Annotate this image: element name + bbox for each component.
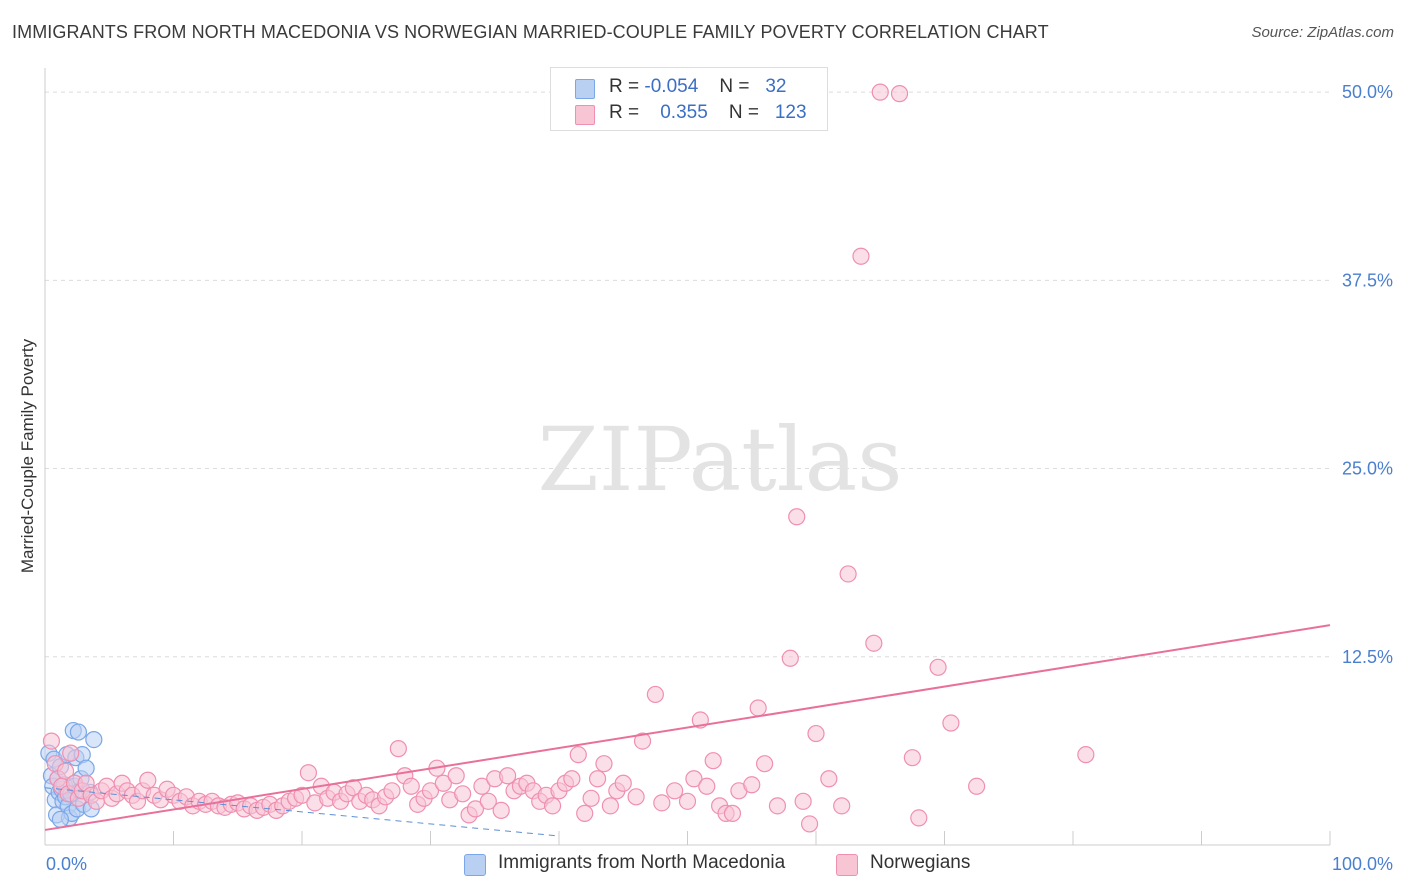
watermark: ZIPatlas bbox=[538, 408, 903, 511]
norwegians-point-119 bbox=[833, 797, 851, 815]
norwegians-point-93 bbox=[595, 755, 613, 773]
norwegians-point-128 bbox=[942, 714, 960, 732]
norwegians-point-66 bbox=[421, 782, 440, 800]
series-swatch-blue bbox=[464, 854, 486, 876]
norwegians-point-99 bbox=[646, 685, 664, 704]
norwegians-point-75 bbox=[479, 792, 497, 810]
norwegians-point-126 bbox=[910, 809, 928, 827]
correlation-legend: R = -0.054 N = 32 R = 0.355 N = 123 bbox=[550, 67, 828, 131]
legend-n-value: 123 bbox=[774, 102, 807, 123]
y-tick-label-2: 37.5% bbox=[1342, 270, 1393, 290]
norwegians-point-85 bbox=[543, 797, 562, 815]
norwegians-point-125 bbox=[903, 749, 921, 767]
y-tick-label-3: 50.0% bbox=[1342, 82, 1393, 102]
norwegians-point-121 bbox=[852, 247, 870, 265]
legend-swatch-blue bbox=[575, 79, 595, 99]
norwegians-point-71 bbox=[454, 785, 472, 803]
norwegians-point-63 bbox=[402, 777, 420, 795]
norwegians-point-127 bbox=[929, 658, 947, 676]
macedonia-point-29 bbox=[85, 730, 103, 749]
norwegians-point-111 bbox=[749, 699, 767, 717]
norwegians-point-91 bbox=[582, 789, 600, 807]
y-tick-label-0: 12.5% bbox=[1342, 647, 1393, 667]
legend-r-label: R = bbox=[609, 102, 640, 123]
norwegians-point-68 bbox=[434, 774, 452, 792]
macedonia-trend-line bbox=[44, 787, 560, 837]
axes bbox=[44, 68, 1331, 846]
norwegians-point-77 bbox=[492, 801, 510, 819]
tick-labels: 12.5% 25.0% 37.5% 50.0% 0.0% 100.0% bbox=[46, 82, 1393, 874]
norwegians-point-92 bbox=[588, 770, 607, 788]
source-credit: Source: ZipAtlas.com bbox=[1251, 24, 1394, 41]
norwegians-point-90 bbox=[576, 804, 594, 822]
norwegians-point-74 bbox=[473, 777, 491, 795]
norwegians-point-96 bbox=[614, 774, 632, 792]
norwegians-point-114 bbox=[781, 649, 799, 667]
norwegians-point-132 bbox=[800, 815, 819, 833]
norwegians-point-105 bbox=[698, 777, 716, 795]
x-tick-label-min: 0.0% bbox=[46, 854, 87, 874]
macedonia-point-22 bbox=[69, 723, 88, 741]
macedonia-point-30 bbox=[51, 810, 70, 829]
norwegians-point-116 bbox=[794, 792, 812, 810]
x-tick-label-max: 100.0% bbox=[1332, 854, 1393, 874]
gridlines bbox=[45, 91, 1330, 658]
legend-r-label: R = bbox=[609, 76, 640, 97]
norwegians-trend-line bbox=[44, 624, 1331, 831]
data-points bbox=[40, 83, 1095, 833]
norwegians-point-122 bbox=[865, 634, 883, 652]
norwegians-point-22 bbox=[139, 771, 157, 789]
norwegians-point-47 bbox=[299, 764, 318, 782]
norwegians-point-88 bbox=[563, 770, 581, 788]
macedonia-point-27 bbox=[77, 759, 95, 777]
series-label-macedonia: Immigrants from North Macedonia bbox=[498, 852, 786, 873]
norwegians-point-73 bbox=[466, 800, 485, 818]
legend-n-label: N = bbox=[728, 102, 760, 123]
norwegians-point-6 bbox=[62, 744, 80, 762]
legend-r-value: 0.355 bbox=[660, 102, 708, 123]
norwegians-point-115 bbox=[788, 508, 806, 526]
norwegians-point-130 bbox=[1077, 746, 1095, 764]
norwegians-point-97 bbox=[627, 788, 645, 806]
norwegians-point-94 bbox=[601, 797, 620, 815]
norwegians-point-106 bbox=[704, 752, 722, 770]
norwegians-point-131 bbox=[723, 804, 742, 822]
norwegians-point-46 bbox=[293, 786, 311, 804]
norwegians-point-120 bbox=[839, 565, 857, 583]
norwegians-point-60 bbox=[383, 782, 401, 800]
norwegians-point-113 bbox=[768, 797, 787, 815]
norwegians-point-117 bbox=[807, 724, 825, 743]
norwegians-point-112 bbox=[755, 755, 774, 773]
norwegians-point-89 bbox=[569, 746, 587, 764]
norwegians-point-101 bbox=[666, 782, 684, 800]
norwegians-point-110 bbox=[743, 776, 761, 794]
norwegians-point-70 bbox=[447, 767, 465, 785]
chart-title: IMMIGRANTS FROM NORTH MACEDONIA VS NORWE… bbox=[12, 22, 1049, 42]
norwegians-point-103 bbox=[685, 770, 703, 788]
norwegians-point-61 bbox=[389, 740, 407, 758]
norwegians-point-78 bbox=[499, 767, 517, 785]
norwegians-point-102 bbox=[678, 792, 697, 810]
series-label-norwegians: Norwegians bbox=[870, 852, 971, 873]
legend-n-value: 32 bbox=[765, 76, 787, 97]
legend-swatch-pink bbox=[575, 105, 595, 125]
norwegians-point-98 bbox=[633, 732, 652, 750]
legend-r-value: -0.054 bbox=[644, 76, 699, 97]
legend-n-label: N = bbox=[719, 76, 750, 97]
norwegians-point-129 bbox=[968, 777, 986, 795]
series-swatch-pink bbox=[836, 854, 858, 876]
y-tick-label-1: 25.0% bbox=[1342, 459, 1393, 479]
norwegians-point-124 bbox=[890, 85, 909, 103]
norwegians-point-118 bbox=[820, 770, 838, 788]
trend-lines bbox=[44, 624, 1331, 837]
norwegians-point-0 bbox=[42, 732, 61, 750]
norwegians-point-100 bbox=[653, 794, 671, 812]
norwegians-point-4 bbox=[56, 762, 75, 780]
norwegians-point-123 bbox=[871, 83, 889, 101]
